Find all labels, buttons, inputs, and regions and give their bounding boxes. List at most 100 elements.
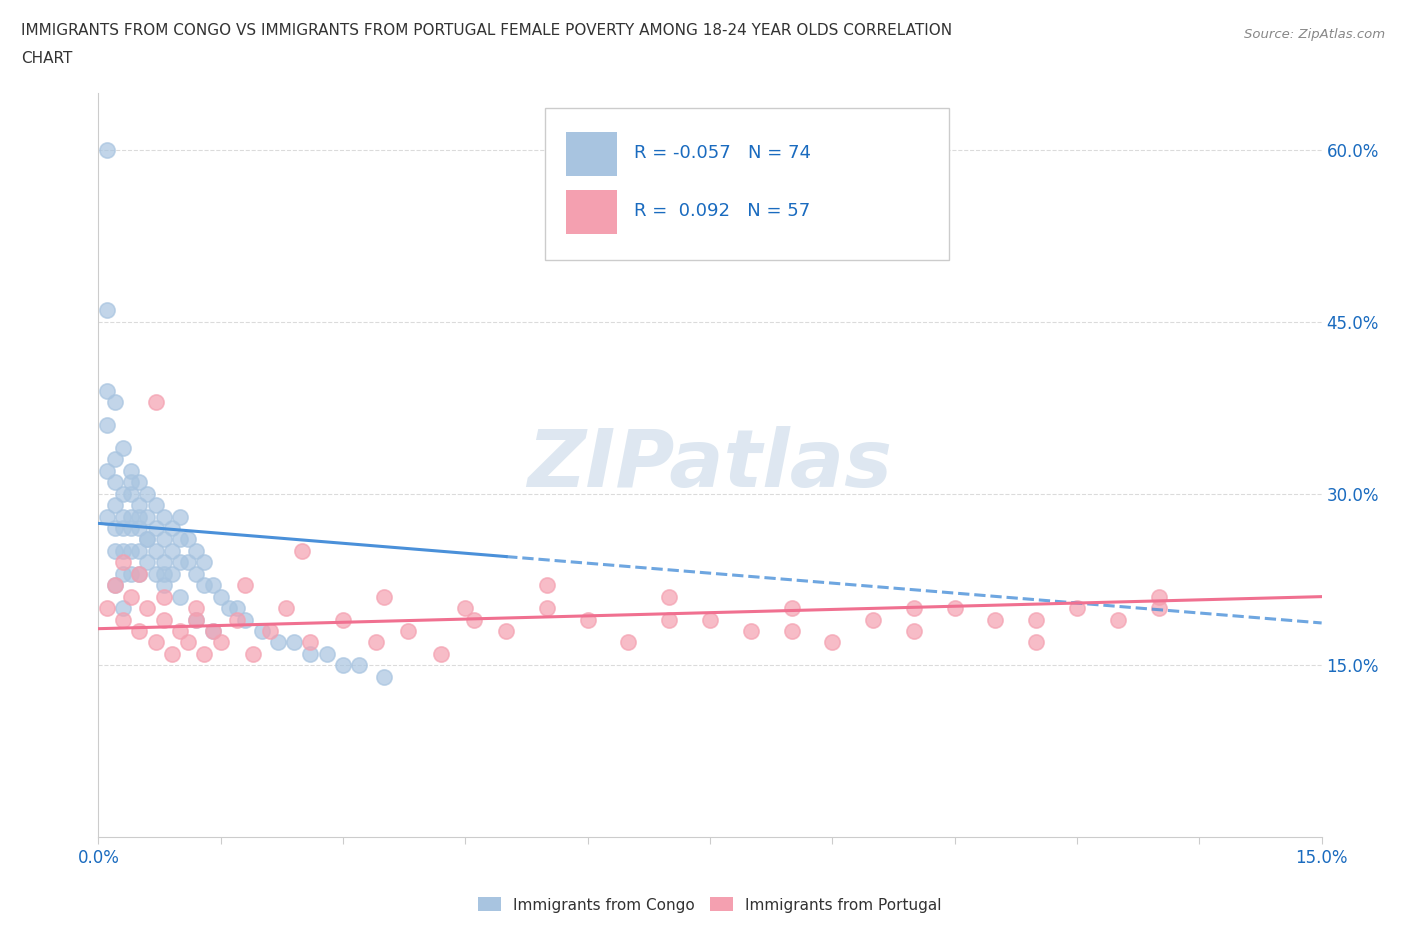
Point	[177, 532, 200, 547]
Point	[96, 383, 118, 398]
Point	[233, 612, 256, 627]
Point	[104, 452, 127, 467]
Point	[291, 543, 314, 558]
Point	[299, 646, 322, 661]
Point	[96, 143, 118, 158]
Point	[373, 590, 395, 604]
Point	[209, 590, 232, 604]
Point	[186, 601, 208, 616]
Point	[903, 601, 925, 616]
Point	[495, 623, 517, 638]
Point	[463, 612, 485, 627]
Point	[111, 521, 134, 536]
Point	[373, 670, 395, 684]
Point	[152, 532, 174, 547]
Point	[186, 543, 208, 558]
Point	[160, 543, 183, 558]
Point	[145, 394, 167, 409]
Point	[145, 635, 167, 650]
Point	[128, 566, 150, 581]
Point	[152, 555, 174, 570]
Point	[120, 590, 142, 604]
Point	[242, 646, 264, 661]
Point	[218, 601, 240, 616]
Point	[209, 635, 232, 650]
Point	[128, 498, 150, 512]
Point	[128, 474, 150, 489]
Point	[233, 578, 256, 592]
Point	[984, 612, 1007, 627]
Point	[96, 601, 118, 616]
Point	[136, 555, 159, 570]
Point	[152, 566, 174, 581]
Point	[576, 612, 599, 627]
Point	[536, 578, 558, 592]
Point	[169, 509, 191, 524]
Text: ZIPatlas: ZIPatlas	[527, 426, 893, 504]
Point	[111, 601, 134, 616]
Point	[160, 566, 183, 581]
Point	[740, 623, 762, 638]
Point	[111, 486, 134, 501]
Point	[315, 646, 337, 661]
Point	[145, 566, 167, 581]
Point	[396, 623, 419, 638]
Point	[104, 394, 127, 409]
Point	[120, 486, 142, 501]
Point	[136, 601, 159, 616]
Point	[111, 555, 134, 570]
Point	[617, 635, 640, 650]
Text: IMMIGRANTS FROM CONGO VS IMMIGRANTS FROM PORTUGAL FEMALE POVERTY AMONG 18-24 YEA: IMMIGRANTS FROM CONGO VS IMMIGRANTS FROM…	[21, 23, 952, 38]
Point	[658, 590, 681, 604]
Point	[104, 578, 127, 592]
Point	[136, 532, 159, 547]
Point	[152, 612, 174, 627]
Point	[120, 474, 142, 489]
Point	[186, 612, 208, 627]
Point	[201, 623, 224, 638]
Point	[111, 441, 134, 456]
Point	[152, 509, 174, 524]
Point	[104, 543, 127, 558]
Point	[349, 658, 371, 672]
Legend: Immigrants from Congo, Immigrants from Portugal: Immigrants from Congo, Immigrants from P…	[472, 891, 948, 919]
Point	[96, 463, 118, 478]
Point	[658, 612, 681, 627]
Point	[104, 521, 127, 536]
Point	[1066, 601, 1088, 616]
Point	[274, 601, 297, 616]
Point	[111, 612, 134, 627]
Point	[169, 590, 191, 604]
Point	[193, 555, 215, 570]
Point	[136, 486, 159, 501]
Point	[193, 578, 215, 592]
Point	[104, 474, 127, 489]
Point	[169, 555, 191, 570]
Point	[128, 509, 150, 524]
Bar	[565, 132, 617, 177]
Point	[862, 612, 884, 627]
Point	[259, 623, 281, 638]
Point	[821, 635, 844, 650]
Point	[111, 566, 134, 581]
Point	[780, 623, 803, 638]
Point	[283, 635, 305, 650]
Point	[104, 498, 127, 512]
Point	[120, 509, 142, 524]
Point	[104, 578, 127, 592]
Point	[120, 521, 142, 536]
Point	[201, 578, 224, 592]
Point	[454, 601, 477, 616]
Point	[1107, 612, 1129, 627]
Bar	[565, 190, 617, 234]
Text: R =  0.092   N = 57: R = 0.092 N = 57	[634, 202, 810, 219]
Point	[226, 601, 249, 616]
Point	[128, 543, 150, 558]
Point	[128, 623, 150, 638]
Point	[536, 601, 558, 616]
Point	[136, 509, 159, 524]
Point	[128, 521, 150, 536]
Point	[111, 543, 134, 558]
Point	[186, 566, 208, 581]
Point	[364, 635, 387, 650]
